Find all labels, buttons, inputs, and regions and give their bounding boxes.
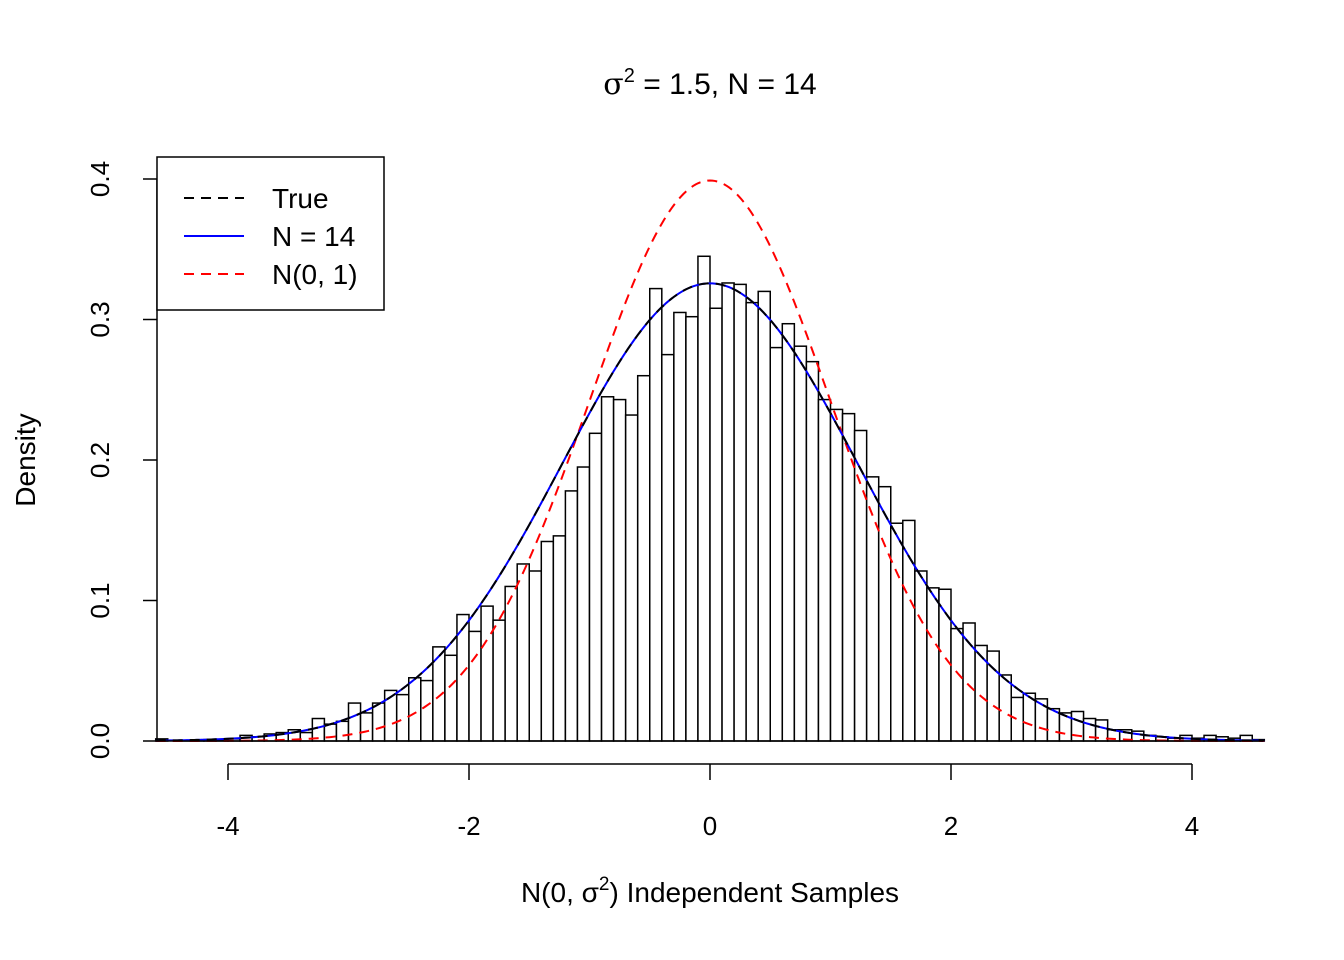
histogram-bar (805, 360, 820, 742)
histogram-bar (890, 522, 904, 742)
histogram-bar (492, 619, 506, 742)
y-tick-label: 0.1 (85, 582, 115, 618)
legend-box (156, 156, 385, 311)
legend-label: N = 14 (272, 221, 355, 252)
histogram-bar (299, 731, 314, 742)
y-tick-label: 0.0 (85, 723, 115, 759)
x-axis-label: N(0, σ2) Independent Samples (521, 874, 899, 908)
histogram-bar (962, 622, 976, 742)
density-curves (155, 179, 1265, 742)
histogram-bar (902, 519, 916, 742)
histogram-bar (865, 476, 880, 742)
histogram-bar (697, 255, 711, 742)
legend: True N = 14 N(0, 1) (156, 156, 385, 311)
xlabel-suffix: ) Independent Samples (610, 877, 900, 908)
x-tick-label: -2 (457, 811, 480, 841)
histogram-bar (395, 693, 410, 742)
density-curve-n-0-1 (155, 179, 1265, 742)
histogram-bars (154, 255, 1266, 742)
histogram-bar (769, 346, 784, 742)
histogram-bar (709, 307, 723, 742)
y-tick-label: 0.3 (85, 301, 115, 337)
legend-label: N(0, 1) (272, 259, 358, 290)
histogram-bar (829, 408, 844, 742)
x-tick-label: 0 (703, 811, 717, 841)
y-tick-label: 0.4 (85, 161, 115, 197)
histogram-bar (793, 345, 808, 742)
histogram-bar (371, 702, 386, 742)
histogram-bar (540, 540, 555, 742)
histogram-bar (359, 712, 374, 742)
histogram-bar (950, 627, 964, 742)
y-axis: 0.0 0.1 0.2 0.3 0.4 (85, 161, 158, 759)
histogram-bar (468, 630, 482, 742)
xlabel-sup: 2 (599, 874, 610, 895)
histogram-bar (516, 563, 531, 742)
histogram-bar (926, 587, 940, 742)
x-axis: -4 -2 0 2 4 (216, 763, 1199, 841)
histogram-bar (661, 353, 675, 742)
histogram-bar (745, 301, 759, 742)
histogram-bar (877, 485, 892, 742)
y-tick-label: 0.2 (85, 442, 115, 478)
histogram-bar (817, 398, 832, 742)
histogram-bar (612, 398, 627, 742)
histogram-bar (649, 287, 663, 742)
density-curve-true (155, 282, 1265, 742)
histogram-bar (480, 605, 494, 742)
histogram-bar (624, 414, 639, 742)
histogram-bar (564, 490, 579, 742)
histogram-bar (576, 466, 591, 742)
title-suffix: = 1.5, N = 14 (635, 68, 817, 101)
histogram-bar (685, 315, 699, 742)
histogram-bar (1010, 696, 1025, 742)
title-sigma: σ (603, 67, 623, 102)
histogram-bar (733, 283, 747, 742)
histogram-bar (914, 570, 928, 742)
x-tick-label: 2 (944, 811, 958, 841)
histogram-bar (420, 679, 434, 742)
histogram-bar (998, 674, 1013, 742)
histogram-bar (408, 677, 422, 742)
histogram-bar (721, 282, 735, 742)
histogram-bar (504, 585, 518, 742)
y-axis-label: Density (10, 413, 41, 506)
histogram-bar (528, 570, 543, 742)
x-tick-label: 4 (1185, 811, 1199, 841)
histogram-bar (600, 396, 615, 742)
title-sup: 2 (624, 65, 635, 87)
histogram-bar (444, 654, 458, 742)
xlabel-prefix: N(0, σ (521, 877, 599, 908)
histogram-bar (781, 322, 796, 742)
histogram-bar (757, 290, 772, 742)
histogram-bar (588, 432, 603, 742)
histogram-bar (636, 374, 651, 742)
histogram-bar (552, 535, 567, 742)
x-tick-label: -4 (216, 811, 239, 841)
legend-label: True (272, 183, 329, 214)
histogram-bar (335, 720, 350, 742)
chart-title: σ2 = 1.5, N = 14 (603, 65, 816, 102)
histogram-bar (673, 311, 687, 742)
